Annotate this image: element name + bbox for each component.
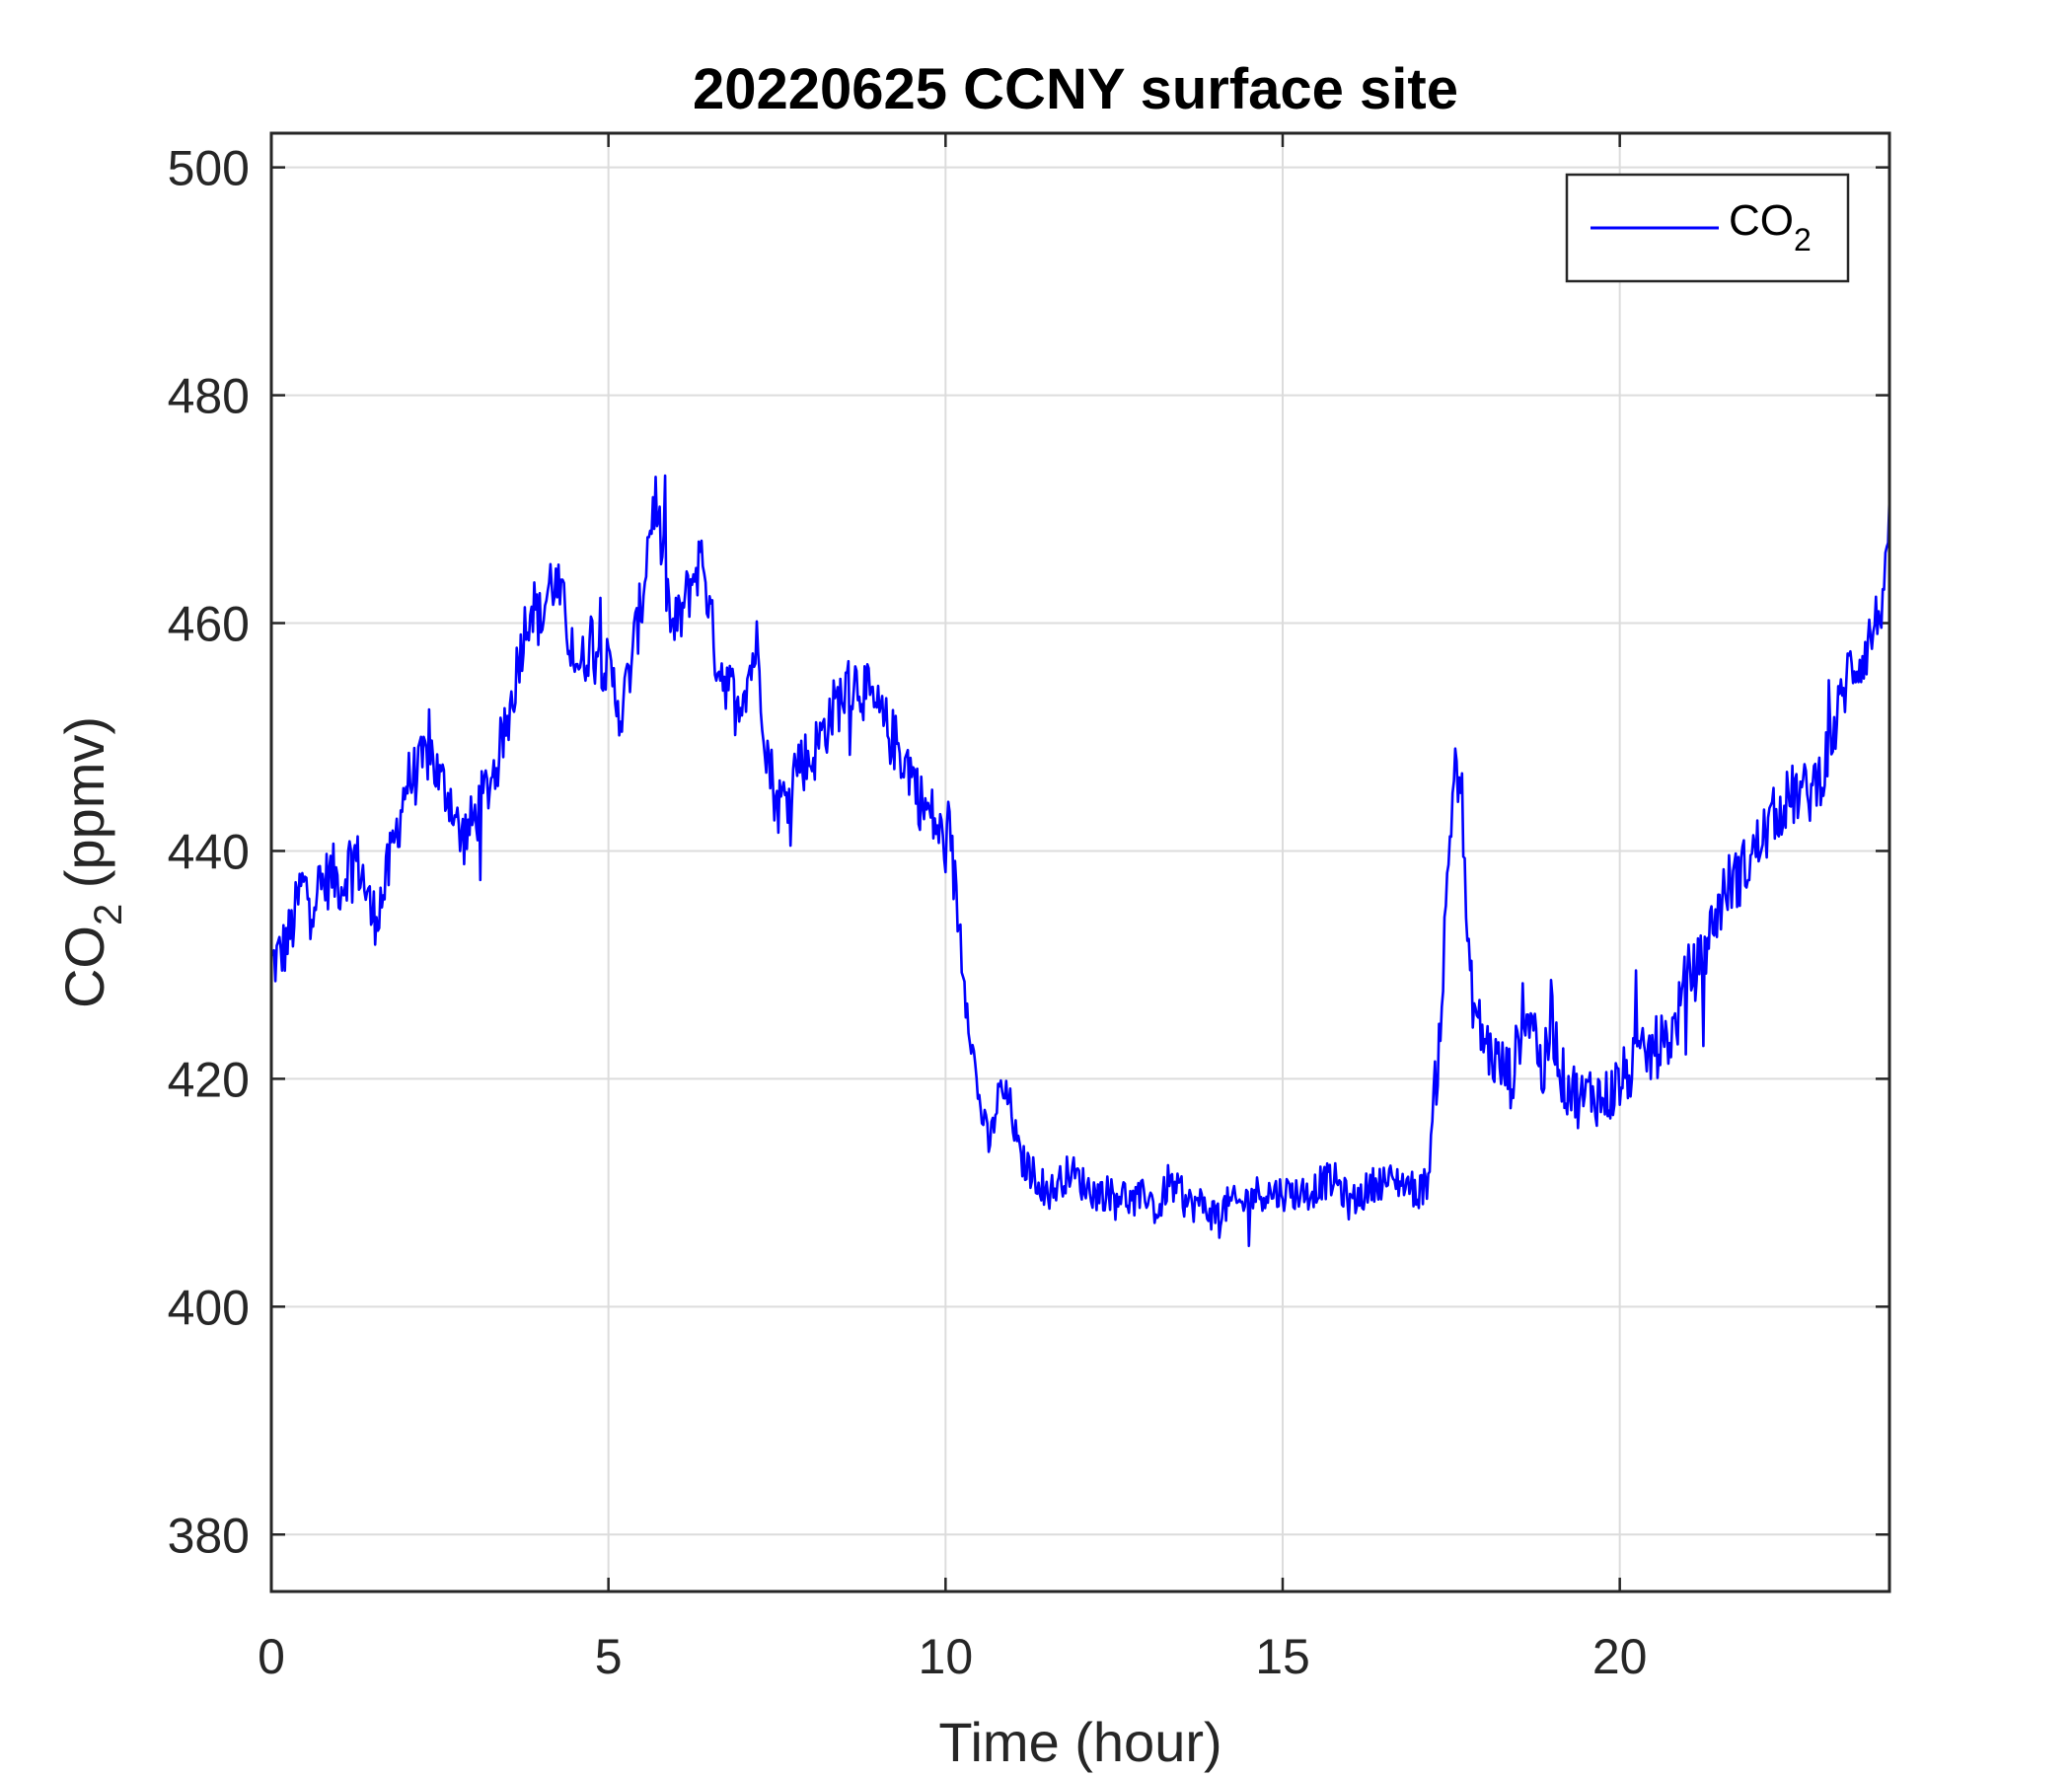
y-tick-labels: 380 400 420 440 460 480 500 — [168, 141, 250, 1564]
x-tick-label: 20 — [1592, 1629, 1648, 1684]
y-tick-label: 500 — [168, 141, 250, 196]
y-tick-label: 480 — [168, 369, 250, 424]
y-tick-label: 420 — [168, 1052, 250, 1107]
series-line-co2 — [270, 474, 1891, 1247]
x-axis-label: Time (hour) — [938, 1711, 1221, 1773]
y-axis-label: CO2 (ppmv) — [53, 716, 130, 1008]
x-tick-label: 10 — [919, 1629, 974, 1684]
series-layer — [270, 474, 1891, 1247]
y-tick-label: 440 — [168, 824, 250, 879]
x-tick-labels: 0 5 10 15 20 — [258, 1629, 1647, 1684]
y-tick-label: 460 — [168, 597, 250, 652]
y-tick-label: 400 — [168, 1280, 250, 1335]
y-tick-label: 380 — [168, 1508, 250, 1563]
y-axis-label-subscript: 2 — [87, 904, 130, 925]
chart-title: 20220625 CCNY surface site — [693, 57, 1458, 121]
plot-frame — [269, 131, 1891, 1593]
legend-label-base: CO — [1729, 196, 1794, 245]
legend: CO2 — [1565, 173, 1850, 283]
tick-marks — [269, 133, 1889, 1591]
y-axis-label-suffix: (ppmv) — [53, 716, 115, 904]
legend-entry-co2: CO2 — [1729, 196, 1812, 258]
plot-area — [271, 133, 1889, 1591]
x-tick-label: 0 — [258, 1629, 285, 1684]
legend-label-subscript: 2 — [1794, 222, 1812, 258]
x-tick-label: 5 — [595, 1629, 623, 1684]
x-tick-label: 15 — [1255, 1629, 1310, 1684]
y-axis-label-base: CO — [53, 925, 115, 1008]
